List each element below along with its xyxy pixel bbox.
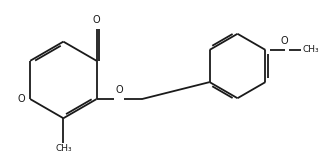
Text: O: O <box>116 85 123 95</box>
Text: CH₃: CH₃ <box>55 144 72 153</box>
Text: CH₃: CH₃ <box>303 45 319 54</box>
Text: O: O <box>93 15 100 25</box>
Text: O: O <box>281 36 288 46</box>
Text: O: O <box>17 94 25 104</box>
